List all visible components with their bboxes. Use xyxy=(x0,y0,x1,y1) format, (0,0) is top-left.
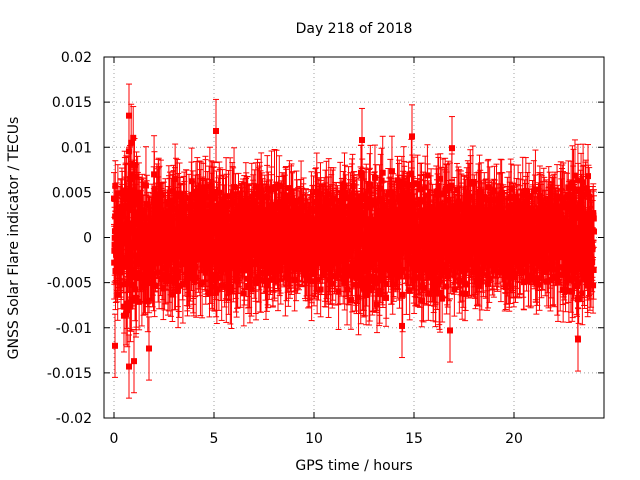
chart: 0 5 10 15 20 -0.02-0.015-0.01-0.00500.0050.0… xyxy=(6,21,605,474)
